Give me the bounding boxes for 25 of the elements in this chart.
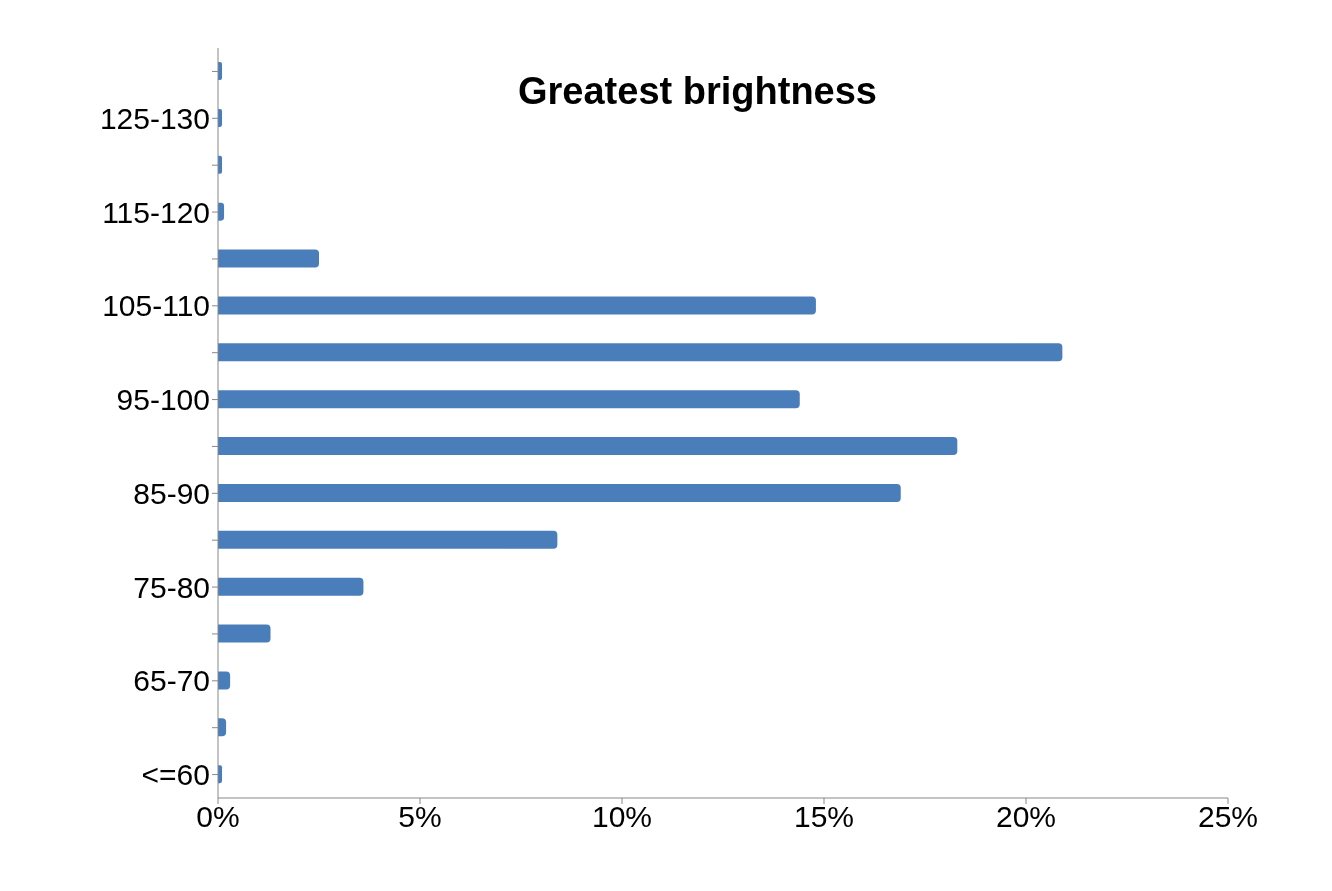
bar (218, 249, 319, 268)
x-tick-label: 0% (196, 800, 240, 834)
y-tick-label: 125-130 (99, 101, 210, 135)
bar (218, 530, 558, 549)
y-tick-label: 115-120 (102, 195, 210, 229)
bar (218, 390, 800, 409)
y-tick-label: 85-90 (133, 476, 210, 510)
x-tick-label: 25% (1197, 800, 1259, 834)
bar (218, 671, 231, 690)
bar (218, 483, 901, 502)
y-tick-label: 75-80 (133, 570, 210, 604)
y-tick-label: 95-100 (116, 383, 210, 417)
text: Greatest brightness (518, 70, 877, 113)
bar (218, 624, 271, 643)
y-tick-label: <=60 (141, 758, 210, 792)
x-tick-label: 15% (793, 800, 855, 834)
y-tick-label: 105-110 (102, 289, 210, 323)
bar (218, 437, 958, 455)
bar (218, 296, 816, 315)
bar (218, 343, 1063, 362)
x-tick-label: 5% (398, 800, 442, 834)
x-tick-label: 20% (995, 800, 1057, 834)
bar (218, 577, 364, 596)
y-tick-label: 65-70 (133, 664, 210, 698)
x-tick-label: 10% (591, 800, 653, 834)
